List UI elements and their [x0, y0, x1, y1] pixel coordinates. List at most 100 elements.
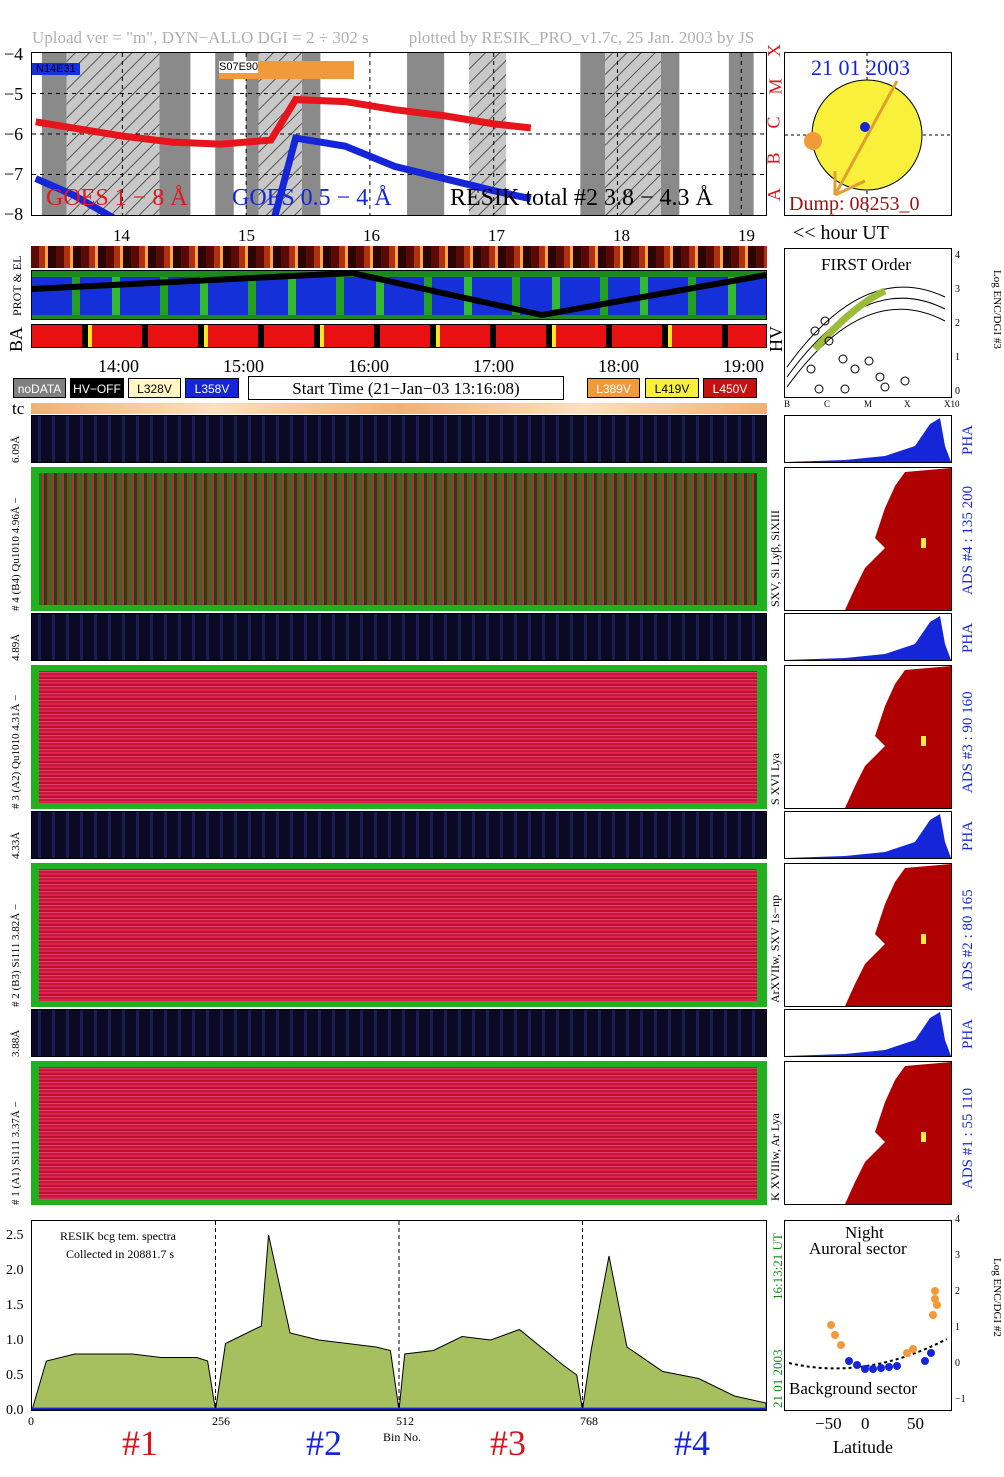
ads-histogram-svg: [845, 666, 951, 808]
time-tick: 19:00: [723, 356, 765, 376]
channel-heatmap: [31, 863, 767, 1007]
legend-resik: RESIK total #2 3.8 − 4.3 Å: [450, 185, 713, 211]
channel-pha-word: PHA: [960, 1018, 976, 1049]
first-order-panel: FIRST Order: [784, 248, 952, 398]
time-tick: 16:00: [348, 356, 390, 376]
channel-number: #2: [306, 1423, 342, 1463]
goes-ytick: −5: [4, 84, 24, 104]
channel-ads-label: ADS #1 : 55 110: [960, 1087, 976, 1189]
channel-line-label: SXV, Si Lyβ, SiXIII: [768, 510, 782, 607]
latitude-ylabel: Log ENC/DGI #2: [991, 1258, 1003, 1337]
legend-l358: L358V: [185, 378, 239, 398]
ads-histogram-svg: [845, 864, 951, 1006]
channel-ads-label: ADS #3 : 90 160: [960, 691, 976, 793]
pha-spectrum-svg: [785, 616, 951, 660]
legend-nodata: noDATA: [13, 378, 66, 398]
spectrum-xlabel: Bin No.: [383, 1430, 422, 1444]
goes-lightcurve-panel: N14E31 S07E90 GOES 1 − 8 Å GOES 0.5 − 4 …: [31, 52, 767, 216]
flare-location-marker: [860, 122, 870, 132]
pha-spectrum-svg: [785, 814, 951, 858]
channel-pha-spectrum: [784, 415, 952, 463]
channel-pha-word: PHA: [960, 820, 976, 851]
orbit-label-ba: BA: [6, 326, 26, 352]
spectrum-xtick: 768: [580, 1414, 598, 1428]
channel-number: #4: [674, 1423, 710, 1463]
hour-axis-label: << hour UT: [793, 222, 889, 244]
time-tick: 14:00: [98, 356, 140, 376]
first-order-svg: [786, 286, 946, 394]
goes-series-1: [35, 95, 532, 148]
latitude-xtick: 0: [861, 1414, 870, 1433]
ads-histogram-svg: [845, 1062, 951, 1204]
first-order-ytick: 2: [955, 318, 960, 329]
legend-hvoff: HV−OFF: [70, 378, 124, 398]
legend-l328: L328V: [128, 378, 181, 398]
channel-pha-strip: [31, 1009, 767, 1057]
first-order-xtick: M: [864, 399, 873, 409]
ba-strip: [31, 324, 767, 348]
time-tick: 17:00: [473, 356, 515, 376]
hour-tick: 19: [738, 226, 755, 245]
tc-label: tc: [12, 399, 25, 418]
channel-pha-strip: [31, 415, 767, 463]
legend-l450: L450V: [703, 378, 757, 398]
latitude-panel: Night Auroral sector Background sector: [784, 1220, 952, 1411]
legend-l389: L389V: [587, 378, 640, 398]
tc-strip-top: [31, 246, 767, 268]
hour-tick: 18: [613, 226, 630, 245]
channel-pha-label: 6.09Å: [10, 435, 22, 463]
latitude-background: Background sector: [789, 1379, 917, 1399]
spectrum-ytick: 2.5: [6, 1228, 24, 1243]
first-order-xtick: X10: [944, 399, 960, 409]
time-tick: 15:00: [223, 356, 265, 376]
sun-date: 21 01 2003: [811, 55, 910, 80]
first-order-ylabel: Log ENC/DGI #3: [991, 270, 1003, 349]
latitude-ytick: 4: [955, 1214, 960, 1225]
channel-heatmap-fill: [39, 473, 757, 605]
latitude-ytick: 0: [955, 1358, 960, 1369]
flare-tag-2: S07E90: [219, 61, 354, 79]
first-order-ytick: 0: [955, 386, 960, 397]
goes-class-label: X: [764, 44, 784, 57]
channel-pha-label: 4.89Å: [10, 633, 22, 661]
channel-ads-histogram: [784, 863, 952, 1007]
channel-pha-strip: [31, 613, 767, 661]
channel-heatmap-fill: [39, 671, 757, 803]
first-order-xtick: B: [784, 399, 791, 409]
latitude-ytick: 2: [955, 1286, 960, 1297]
orbit-track: [32, 271, 766, 319]
first-order-ytick: 1: [955, 352, 960, 363]
channel-pha-label: 3.88Å: [10, 1029, 22, 1057]
channel-range-label: # 1 (A1) Si111 3.37Å −: [10, 1101, 22, 1205]
channel-number: #3: [490, 1423, 526, 1463]
spectrum-series-2: [32, 1234, 766, 1410]
channel-pha-word: PHA: [960, 622, 976, 653]
channel-line-label: ArXVIIw, SXV 1s−np: [768, 894, 782, 1003]
tc-gradient: [31, 403, 767, 414]
channel-ads-histogram: [784, 467, 952, 611]
spectrum-ytick: 0.5: [6, 1368, 24, 1383]
first-order-ytick: 4: [955, 250, 960, 261]
channel-pha-word: PHA: [960, 424, 976, 455]
spectrum-series-1: [32, 1353, 766, 1410]
channel-heatmap-fill: [39, 869, 757, 1001]
latitude-ytick: −1: [955, 1394, 966, 1405]
channel-ads-label: ADS #2 : 80 165: [960, 889, 976, 991]
channel-number: #1: [122, 1423, 158, 1463]
spectrum-xtick: 512: [396, 1414, 414, 1428]
hour-tick: 16: [363, 226, 380, 245]
latitude-xtick: −50: [815, 1414, 842, 1433]
channel-pha-spectrum: [784, 1009, 952, 1057]
spectrum-ytick: 1.0: [6, 1333, 24, 1348]
limb-flare-marker: [804, 132, 822, 150]
goes-class-label: A: [764, 188, 784, 201]
latitude-ytick: 3: [955, 1250, 960, 1261]
latitude-xtick: 50: [907, 1414, 924, 1433]
legend-goes18: GOES 1 − 8 Å: [46, 185, 188, 211]
latitude-auroral: Auroral sector: [809, 1239, 907, 1258]
spectrum-series-4: [32, 1255, 766, 1410]
goes-series-2: [34, 134, 532, 215]
hour-tick: 14: [113, 226, 130, 245]
goes-class-label: B: [763, 152, 784, 165]
channel-pha-spectrum: [784, 811, 952, 859]
